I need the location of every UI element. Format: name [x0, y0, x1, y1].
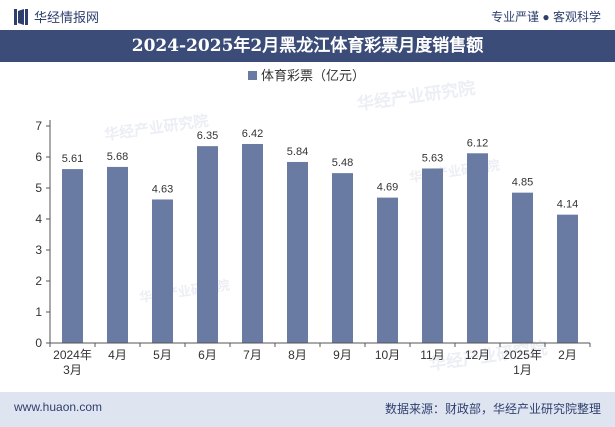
- footer: www.huaon.com 数据来源：财政部，华经产业研究院整理: [0, 392, 615, 427]
- x-tick-label-line: 11月: [420, 348, 444, 362]
- y-tick-label: 6: [35, 150, 42, 164]
- x-tick-label-line: 1月: [513, 363, 532, 377]
- bar: [467, 153, 488, 343]
- data-label: 5.68: [107, 151, 128, 163]
- x-tick-label-line: 8月: [288, 348, 307, 362]
- brand-name: 华经情报网: [34, 10, 100, 25]
- y-tick-label: 0: [35, 336, 42, 350]
- data-label: 5.63: [422, 152, 443, 164]
- x-tick-label: 9月: [333, 348, 352, 362]
- bar: [107, 166, 128, 343]
- y-tick-label: 1: [35, 305, 42, 319]
- y-axis: 0 1 2 3 4 5 6 7: [35, 119, 51, 350]
- bar: [242, 143, 263, 343]
- x-tick-label-line: 3月: [63, 363, 82, 377]
- watermark-text: 华经产业研究院: [103, 112, 209, 144]
- x-tick-label-line: 2月: [558, 348, 577, 362]
- y-tick-label: 5: [35, 181, 42, 195]
- title-bar: 2024-2025年2月黑龙江体育彩票月度销售额: [0, 30, 615, 62]
- x-tick-label-line: 4月: [108, 348, 127, 362]
- bar: [287, 161, 308, 343]
- y-tick-label: 7: [35, 119, 42, 133]
- bar: [332, 173, 353, 343]
- x-tick-label-line: 12月: [465, 348, 490, 362]
- bar: [512, 192, 533, 343]
- legend: 体育彩票（亿元）: [248, 68, 365, 83]
- x-tick-label: 8月: [288, 348, 307, 362]
- huaon-logo-icon: [14, 8, 28, 25]
- data-label: 4.14: [557, 199, 578, 211]
- footer-website: www.huaon.com: [14, 400, 103, 414]
- data-label: 6.42: [242, 128, 263, 140]
- y-tick-label: 2: [35, 274, 42, 288]
- footer-source: 数据来源：财政部，华经产业研究院整理: [384, 402, 601, 416]
- x-tick-label: 6月: [198, 348, 217, 362]
- bar: [197, 146, 218, 343]
- x-tick-label: 2月: [558, 348, 577, 362]
- data-label: 4.85: [512, 177, 533, 189]
- x-axis: 2024年 3月 4月 5月 6月 7月 8月 9月 10月 11月 12月 2025年 1月 2月: [49, 342, 591, 377]
- x-tick-label-line: 2024年: [53, 348, 92, 362]
- slogan: 专业严谨 ● 客观科学: [491, 10, 601, 24]
- bar: [557, 214, 578, 343]
- bar: [152, 199, 173, 343]
- x-tick-label: 12月: [465, 348, 490, 362]
- data-label: 5.84: [287, 146, 308, 158]
- x-tick-label: 2024年 3月: [53, 348, 92, 377]
- x-tick-label: 7月: [243, 348, 262, 362]
- legend-label: 体育彩票（亿元）: [261, 68, 365, 83]
- bar: [422, 168, 443, 343]
- watermark-text: 华经产业研究院: [356, 78, 477, 114]
- y-tick-label: 4: [35, 212, 42, 226]
- x-tick-label: 2025年 1月: [503, 348, 542, 377]
- data-label: 4.63: [152, 183, 173, 195]
- top-bar: 华经情报网 专业严谨 ● 客观科学: [0, 0, 615, 30]
- chart-title: 2024-2025年2月黑龙江体育彩票月度销售额: [131, 36, 484, 56]
- x-tick-label: 11月: [420, 348, 444, 362]
- x-tick-label: 4月: [108, 348, 127, 362]
- x-tick-label: 5月: [153, 348, 172, 362]
- x-tick-label-line: 2025年: [503, 348, 542, 362]
- data-label: 6.35: [197, 130, 218, 142]
- x-tick-label: 10月: [375, 348, 400, 362]
- x-tick-label-line: 10月: [375, 348, 400, 362]
- data-label: 5.61: [62, 153, 83, 165]
- bar: [62, 169, 83, 343]
- x-tick-label-line: 6月: [198, 348, 217, 362]
- data-label: 4.69: [377, 182, 398, 194]
- brand: 华经情报网: [14, 7, 99, 26]
- x-tick-label-line: 7月: [243, 348, 262, 362]
- bars: 5.61 5.68 4.63 6.35 6.42 5.84 5.48 4.69 5.63 6.12…: [62, 128, 578, 343]
- bar: [377, 197, 398, 343]
- x-tick-label-line: 5月: [153, 348, 172, 362]
- x-tick-label-line: 9月: [333, 348, 352, 362]
- legend-swatch: [248, 71, 257, 80]
- y-tick-label: 3: [35, 243, 42, 257]
- data-label: 5.48: [332, 157, 353, 169]
- data-label: 6.12: [467, 137, 488, 149]
